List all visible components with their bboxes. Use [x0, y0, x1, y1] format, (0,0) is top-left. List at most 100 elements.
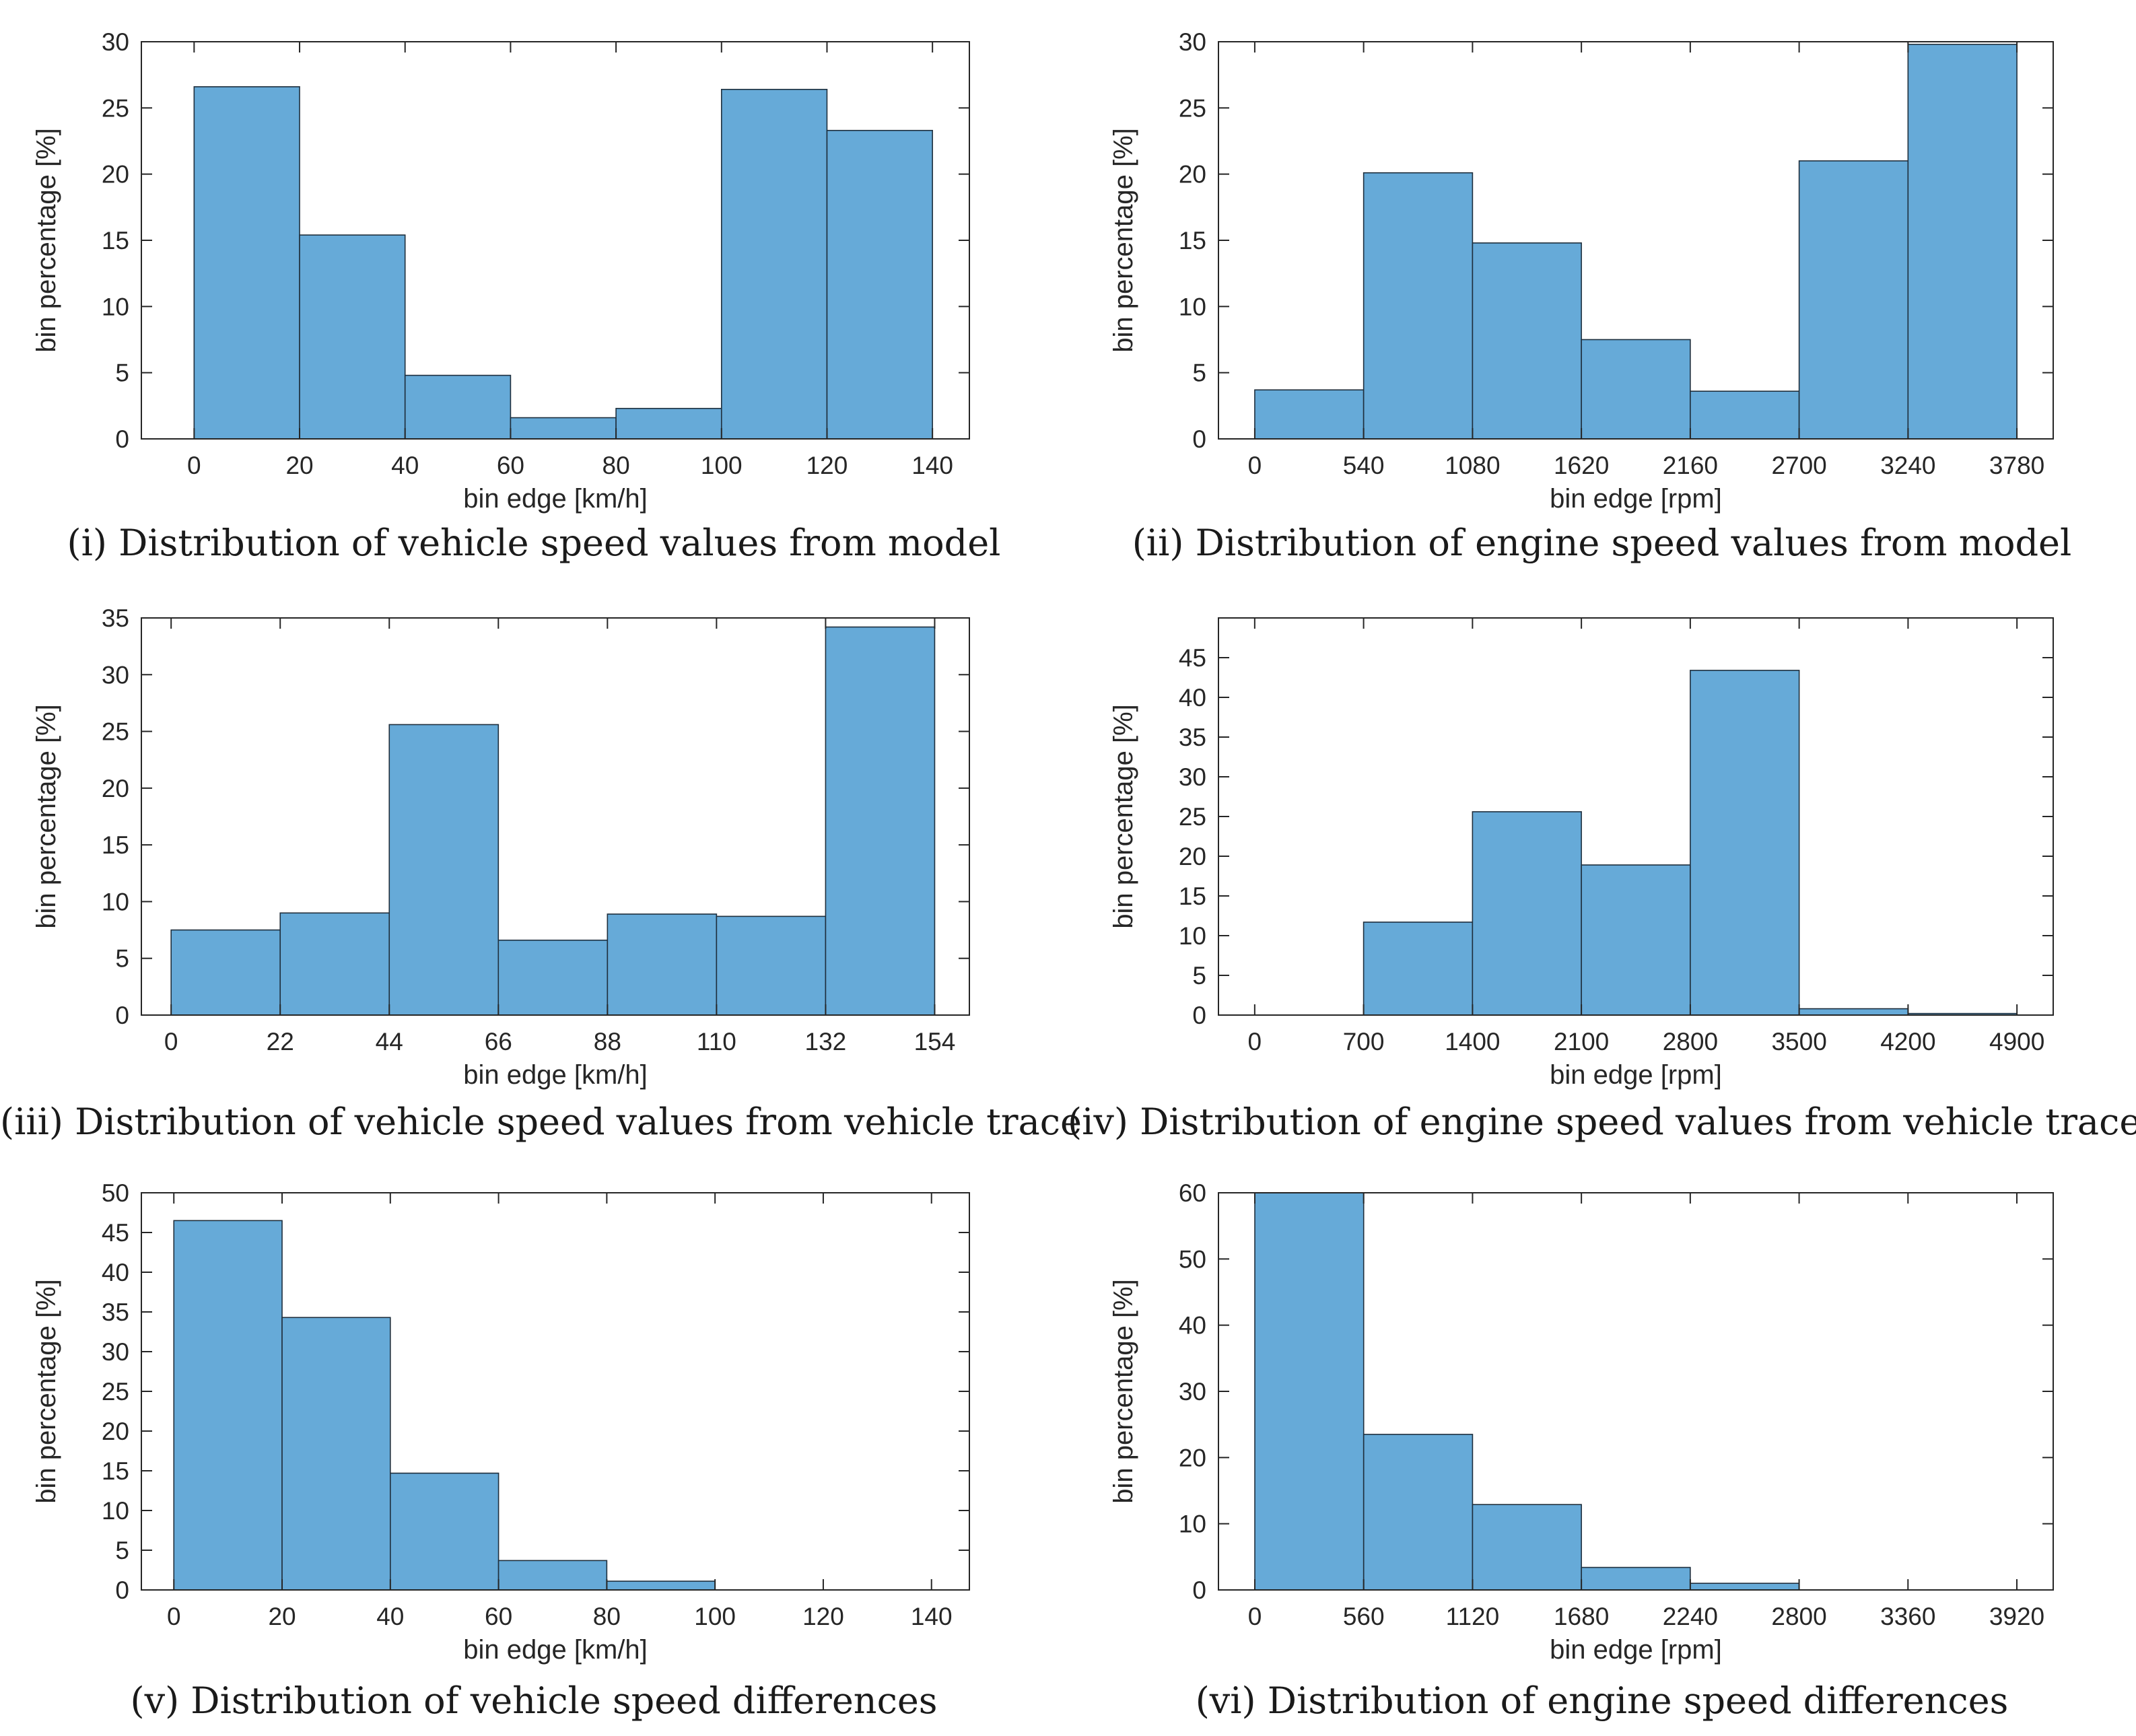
histogram-engine-speed-differences: 0 10 20 30 40 50 60 0 560 1120 1680 2240 2800 3360 392… — [1109, 1179, 2054, 1665]
panel-ii-bar-5 — [1798, 160, 1909, 440]
panel-vi-y-axis-label: bin percentage [%] — [1109, 1279, 1138, 1504]
panel-v-bar-4 — [606, 1581, 716, 1591]
panel-iv-ytick-label-4: 20 — [1179, 843, 1206, 870]
panel-vi-xtick-label-4: 2240 — [1663, 1603, 1718, 1630]
panel-vi-x-axis-label: bin edge [rpm] — [1550, 1635, 1722, 1665]
panel-ii-ytick-label-2: 10 — [1179, 293, 1206, 320]
panel-iii-bar-6 — [825, 626, 936, 1016]
panel-ii-xtick-label-5: 2700 — [1771, 452, 1826, 479]
panel-ii-bar-3 — [1581, 339, 1691, 440]
panel-ii-y-axis-label: bin percentage [%] — [1109, 128, 1138, 353]
panel-ii-ytick-label-6: 30 — [1179, 28, 1206, 56]
panel-iv-y-axis-label: bin percentage [%] — [1109, 704, 1138, 929]
panel-vi-xtick-label-3: 1680 — [1554, 1603, 1609, 1630]
panel-iv-ytick-label-2: 10 — [1179, 922, 1206, 950]
panel-vi-ytick-label-1: 10 — [1179, 1511, 1206, 1538]
panel-iv-ytick-label-9: 45 — [1179, 644, 1206, 672]
panel-iii-xtick-label-0: 0 — [164, 1028, 178, 1055]
panel-vi-ytick-label-6: 60 — [1179, 1179, 1206, 1207]
panel-v-ytick-label-0: 0 — [115, 1576, 129, 1604]
panel-v-xtick-label-1: 20 — [268, 1603, 296, 1630]
panel-i-bar-0 — [193, 86, 300, 440]
panel-iii-xtick-label-5: 110 — [697, 1028, 736, 1055]
caption-panel-i: (i) Distribution of vehicle speed values… — [67, 522, 1001, 564]
histogram-panel-vehicle-speed-differences: 0 5 10 15 20 25 30 35 40 45 50 0 20 40 60 80 100 120 140 bi… — [0, 1158, 1068, 1736]
histogram-vehicle-speed-trace: 0 5 10 15 20 25 30 35 0 22 44 66 88 110 132 154 bin edge… — [32, 604, 970, 1090]
panel-v-bar-1 — [281, 1317, 391, 1591]
panel-vi-bar-3 — [1581, 1566, 1691, 1591]
histogram-vehicle-speed-differences: 0 5 10 15 20 25 30 35 40 45 50 0 20 40 60 80 100 120 140 bi… — [32, 1179, 970, 1665]
panel-iv-xtick-label-2: 1400 — [1445, 1028, 1500, 1055]
panel-v-ytick-label-4: 20 — [102, 1418, 129, 1445]
panel-i-ytick-label-6: 30 — [102, 28, 129, 56]
panel-iv-xtick-label-7: 4900 — [1989, 1028, 2044, 1055]
panel-iv-xtick-label-1: 700 — [1343, 1028, 1385, 1055]
panel-vi-ytick-label-0: 0 — [1192, 1576, 1206, 1604]
panel-v-ytick-label-6: 30 — [102, 1338, 129, 1366]
panel-v-xtick-label-0: 0 — [167, 1603, 181, 1630]
panel-iii-y-axis-label: bin percentage [%] — [32, 704, 61, 929]
panel-i-ytick-label-3: 15 — [102, 227, 129, 254]
panel-iii-bar-3 — [497, 939, 609, 1016]
caption-panel-ii: (ii) Distribution of engine speed values… — [1132, 522, 2072, 564]
panel-i-bar-5 — [720, 89, 828, 440]
panel-ii-xtick-label-3: 1620 — [1554, 452, 1609, 479]
panel-v-y-axis-label: bin percentage [%] — [32, 1279, 61, 1504]
panel-i-bar-1 — [299, 234, 406, 440]
panel-ii-ytick-label-4: 20 — [1179, 161, 1206, 188]
panel-i-xtick-label-6: 120 — [806, 452, 848, 479]
panel-ii-ytick-label-1: 5 — [1192, 359, 1206, 387]
panel-i-xtick-label-7: 140 — [911, 452, 953, 479]
panel-vi-ytick-label-5: 50 — [1179, 1245, 1206, 1273]
panel-i-xtick-label-1: 20 — [285, 452, 313, 479]
histogram-panel-engine-speed-differences: 0 10 20 30 40 50 60 0 560 1120 1680 2240 2800 3360 392… — [1068, 1158, 2136, 1736]
panel-iii-ytick-label-0: 0 — [115, 1002, 129, 1029]
panel-v-ytick-label-1: 5 — [115, 1537, 129, 1564]
panel-i-ytick-label-1: 5 — [115, 359, 129, 387]
panel-vi-xtick-label-2: 1120 — [1446, 1603, 1500, 1630]
panel-vi-ytick-label-4: 40 — [1179, 1312, 1206, 1340]
panel-iv-ytick-label-5: 25 — [1179, 803, 1206, 831]
panel-vi-xtick-label-0: 0 — [1248, 1603, 1262, 1630]
panel-ii-xtick-label-1: 540 — [1343, 452, 1385, 479]
panel-v-xtick-label-4: 80 — [593, 1603, 621, 1630]
histogram-panel-engine-speed-trace: 0 5 10 15 20 25 30 35 40 45 0 700 1400 2100 2800 3500 42… — [1068, 579, 2136, 1158]
panel-iv-ytick-label-8: 40 — [1179, 684, 1206, 711]
panel-v-ytick-label-9: 45 — [102, 1219, 129, 1247]
panel-i-bar-2 — [404, 374, 512, 440]
panel-i-xtick-label-3: 60 — [497, 452, 524, 479]
panel-v-ytick-label-2: 10 — [102, 1497, 129, 1525]
panel-i-ytick-label-5: 25 — [102, 94, 129, 122]
panel-i-x-axis-label: bin edge [km/h] — [463, 484, 648, 514]
panel-iv-xtick-label-3: 2100 — [1554, 1028, 1609, 1055]
panel-vi-xtick-label-5: 2800 — [1771, 1603, 1826, 1630]
panel-v-xtick-label-3: 60 — [485, 1603, 512, 1630]
panel-ii-bar-1 — [1363, 172, 1474, 440]
panel-iii-ytick-label-1: 5 — [115, 945, 129, 973]
panel-v-bar-2 — [390, 1472, 499, 1591]
panel-iv-xtick-label-4: 2800 — [1663, 1028, 1718, 1055]
panel-ii-xtick-label-7: 3780 — [1989, 452, 2044, 479]
panel-iii-ytick-label-3: 15 — [102, 831, 129, 859]
panel-ii-ytick-label-0: 0 — [1192, 425, 1206, 453]
panel-ii-bar-4 — [1690, 390, 1800, 440]
panel-iii-xtick-label-3: 66 — [485, 1028, 512, 1055]
panel-ii-xtick-label-2: 1080 — [1445, 452, 1500, 479]
panel-i-xtick-label-5: 100 — [701, 452, 743, 479]
panel-iii-ytick-label-5: 25 — [102, 718, 129, 746]
panel-v-xtick-label-2: 40 — [376, 1603, 404, 1630]
panel-iii-ytick-label-2: 10 — [102, 888, 129, 915]
panel-iii-xtick-label-2: 44 — [376, 1028, 403, 1055]
histogram-panel-engine-speed-model: 0 5 10 15 20 25 30 0 540 1080 1620 2160 2700 3240 3780… — [1068, 0, 2136, 579]
panel-ii-xtick-label-4: 2160 — [1663, 452, 1718, 479]
panel-iv-bar-3 — [1581, 864, 1691, 1016]
histogram-panel-vehicle-speed-model: 0 5 10 15 20 25 30 0 20 40 60 80 100 120 140 bin edge [… — [0, 0, 1068, 579]
panel-iii-bar-4 — [607, 913, 718, 1016]
panel-ii-xtick-label-0: 0 — [1248, 452, 1262, 479]
panel-iii-bar-2 — [388, 724, 499, 1016]
panel-iii-bar-0 — [170, 929, 281, 1016]
panel-iii-ytick-label-4: 20 — [102, 775, 129, 802]
caption-panel-vi: (vi) Distribution of engine speed differ… — [1195, 1679, 2009, 1722]
panel-v-xtick-label-5: 100 — [694, 1603, 736, 1630]
panel-iv-ytick-label-3: 15 — [1179, 882, 1206, 910]
